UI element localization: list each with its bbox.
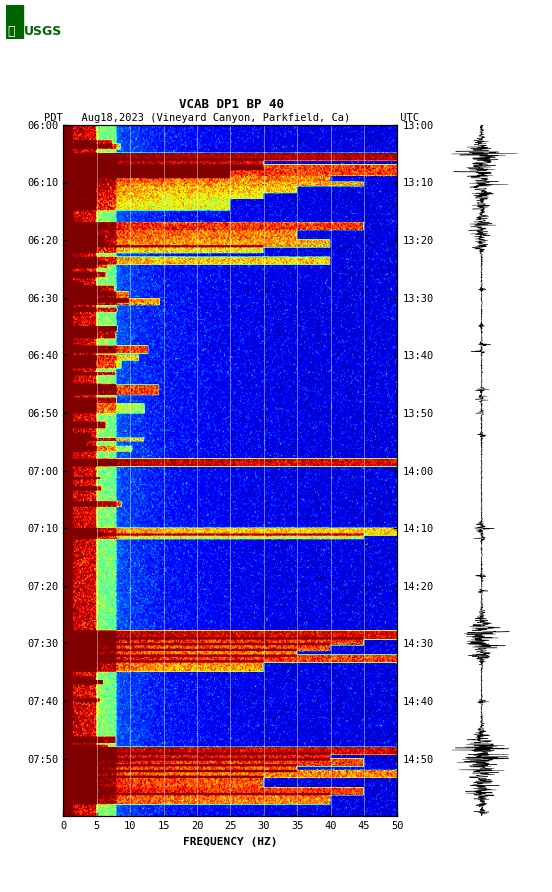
X-axis label: FREQUENCY (HZ): FREQUENCY (HZ): [183, 837, 278, 847]
Text: ⛰: ⛰: [8, 25, 15, 38]
Text: USGS: USGS: [24, 25, 62, 37]
Text: VCAB DP1 BP 40: VCAB DP1 BP 40: [179, 98, 284, 112]
Text: PDT   Aug18,2023 (Vineyard Canyon, Parkfield, Ca)        UTC: PDT Aug18,2023 (Vineyard Canyon, Parkfie…: [44, 113, 420, 123]
Bar: [6, 5, 23, 39]
